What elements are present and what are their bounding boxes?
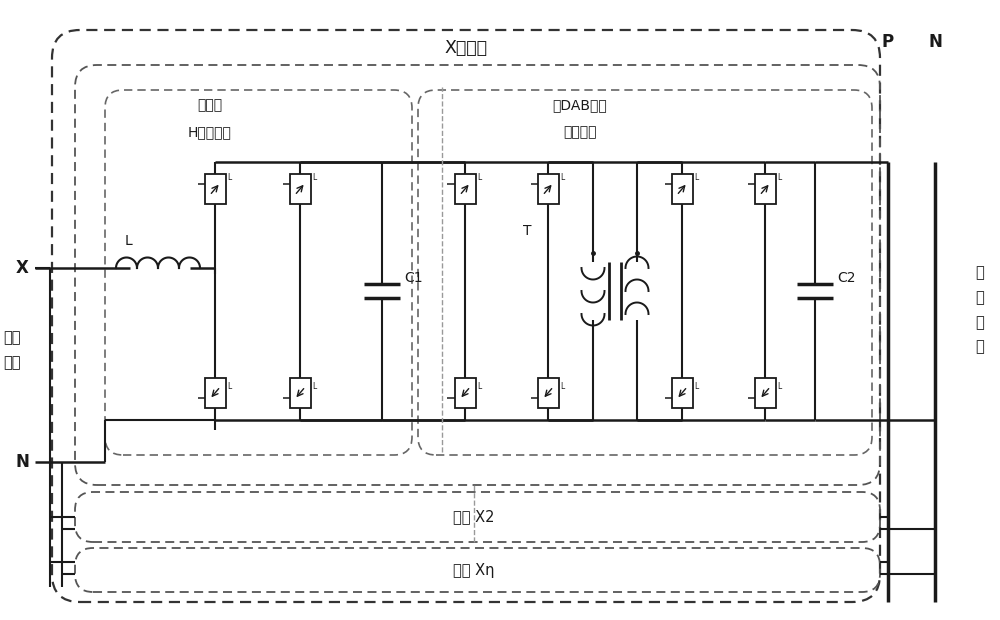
Text: P: P [882,33,894,51]
Bar [205,378,226,408]
Text: C1: C1 [404,271,423,285]
Bar [672,378,692,408]
Text: L: L [694,173,699,182]
Text: 级联型: 级联型 [197,98,223,112]
Text: L: L [478,173,482,182]
Text: H桥变流器: H桥变流器 [188,125,232,139]
Text: T: T [523,224,531,238]
Bar [454,174,476,204]
Text: L: L [228,382,232,391]
Text: C2: C2 [837,271,856,285]
Bar [755,174,776,204]
Text: L: L [778,382,782,391]
Text: 直
流
输
出: 直 流 输 出 [976,265,984,355]
Bar [454,378,476,408]
Text: X: X [16,259,28,277]
Text: L: L [560,173,565,182]
Text: 交流
输入: 交流 输入 [3,330,21,370]
Bar [538,174,558,204]
Text: L: L [228,173,232,182]
Text: 并联系统: 并联系统 [563,125,597,139]
Text: L: L [778,173,782,182]
Text: L: L [312,173,317,182]
Text: N: N [928,33,942,51]
Text: 单元 Xη: 单元 Xη [453,562,495,577]
Text: L: L [560,382,565,391]
Text: 单元 X2: 单元 X2 [453,510,495,525]
Text: L: L [694,382,699,391]
Text: L: L [478,382,482,391]
Bar [672,174,692,204]
Bar [290,378,310,408]
Text: N: N [15,453,29,471]
Text: L: L [124,234,132,248]
Bar [290,174,310,204]
Bar [538,378,558,408]
Text: L: L [312,382,317,391]
Text: 多DAB输出: 多DAB输出 [553,98,607,112]
Bar [755,378,776,408]
Bar [205,174,226,204]
Text: X相系统: X相系统 [444,39,488,57]
